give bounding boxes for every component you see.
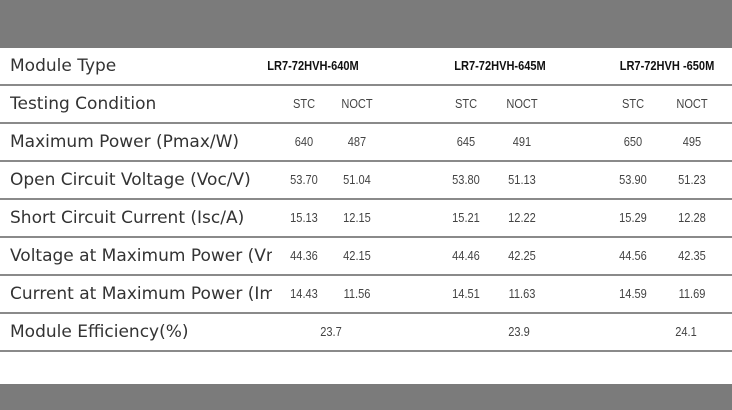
table-row: Testing Condition STC NOCT STC NOCT STC NOCT	[0, 86, 732, 124]
row-label: Testing Condition	[10, 94, 157, 114]
cell-value: 14.43	[290, 286, 318, 301]
cell-value: 23.9	[508, 324, 530, 339]
cell-value: 14.59	[619, 286, 647, 301]
cell-value: NOCT	[341, 96, 373, 111]
cell-value: 23.7	[320, 324, 342, 339]
cell-value: 11.69	[678, 286, 706, 301]
cell-value: STC	[292, 96, 316, 111]
cell-value: 12.15	[343, 210, 371, 225]
cell-value: 491	[512, 134, 532, 149]
efficiency-row: Module Efficiency(%) 23.7 23.9 24.1	[0, 314, 732, 352]
cell-value: 53.90	[619, 172, 647, 187]
cell-value: 645	[456, 134, 476, 149]
cell-value: 15.29	[619, 210, 647, 225]
cell-value: 42.25	[508, 248, 536, 263]
bottom-band	[0, 384, 732, 410]
cell-value: NOCT	[506, 96, 538, 111]
table-row: Open Circuit Voltage (Voc/V) 53.70 51.04 53…	[0, 162, 732, 200]
model-name: LR7-72HVH -650M	[619, 58, 715, 73]
row-label: Maximum Power (Pmax/W)	[10, 132, 240, 152]
cell-value: 650	[623, 134, 643, 149]
cell-value: 53.70	[290, 172, 318, 187]
row-label: Short Circuit Current (Isc/A)	[10, 208, 245, 228]
table-row: Voltage at Maximum Power (Vmp/V) 44.36 42.…	[0, 238, 732, 276]
cell-value: 11.63	[508, 286, 536, 301]
cell-value: STC	[621, 96, 645, 111]
cell-value: 53.80	[452, 172, 480, 187]
cell-value: STC	[454, 96, 478, 111]
cell-value: 14.51	[452, 286, 480, 301]
model-name: LR7-72HVH-640M	[267, 58, 359, 73]
cell-value: 11.56	[343, 286, 371, 301]
row-label: Current at Maximum Power (Imp/A)	[10, 284, 272, 304]
cell-value: 487	[347, 134, 367, 149]
cell-value: 51.04	[343, 172, 371, 187]
cell-value: 42.35	[678, 248, 706, 263]
cell-value: 51.13	[508, 172, 536, 187]
row-label: Module Type	[10, 56, 117, 76]
cell-value: NOCT	[676, 96, 708, 111]
top-band	[0, 0, 732, 48]
cell-value: 12.22	[508, 210, 536, 225]
cell-value: 51.23	[678, 172, 706, 187]
cell-value: 44.46	[452, 248, 480, 263]
cell-value: 12.28	[678, 210, 706, 225]
table-row: Short Circuit Current (Isc/A) 15.13 12.15 1…	[0, 200, 732, 238]
cell-value: 640	[294, 134, 314, 149]
table-row: Maximum Power (Pmax/W) 640 487 645 491 650 495	[0, 124, 732, 162]
table-header-row: Module Type LR7-72HVH-640M LR7-72HVH-645M L…	[0, 48, 732, 86]
model-name: LR7-72HVH-645M	[454, 58, 546, 73]
table-row: Current at Maximum Power (Imp/A) 14.43 11.…	[0, 276, 732, 314]
row-label: Open Circuit Voltage (Voc/V)	[10, 170, 251, 190]
cell-value: 44.56	[619, 248, 647, 263]
row-label: Module Efficiency(%)	[10, 322, 189, 342]
cell-value: 15.13	[290, 210, 318, 225]
cell-value: 15.21	[452, 210, 480, 225]
cell-value: 495	[682, 134, 702, 149]
cell-value: 24.1	[675, 324, 697, 339]
cell-value: 44.36	[290, 248, 318, 263]
cell-value: 42.15	[343, 248, 371, 263]
row-label: Voltage at Maximum Power (Vmp/V)	[10, 246, 272, 266]
